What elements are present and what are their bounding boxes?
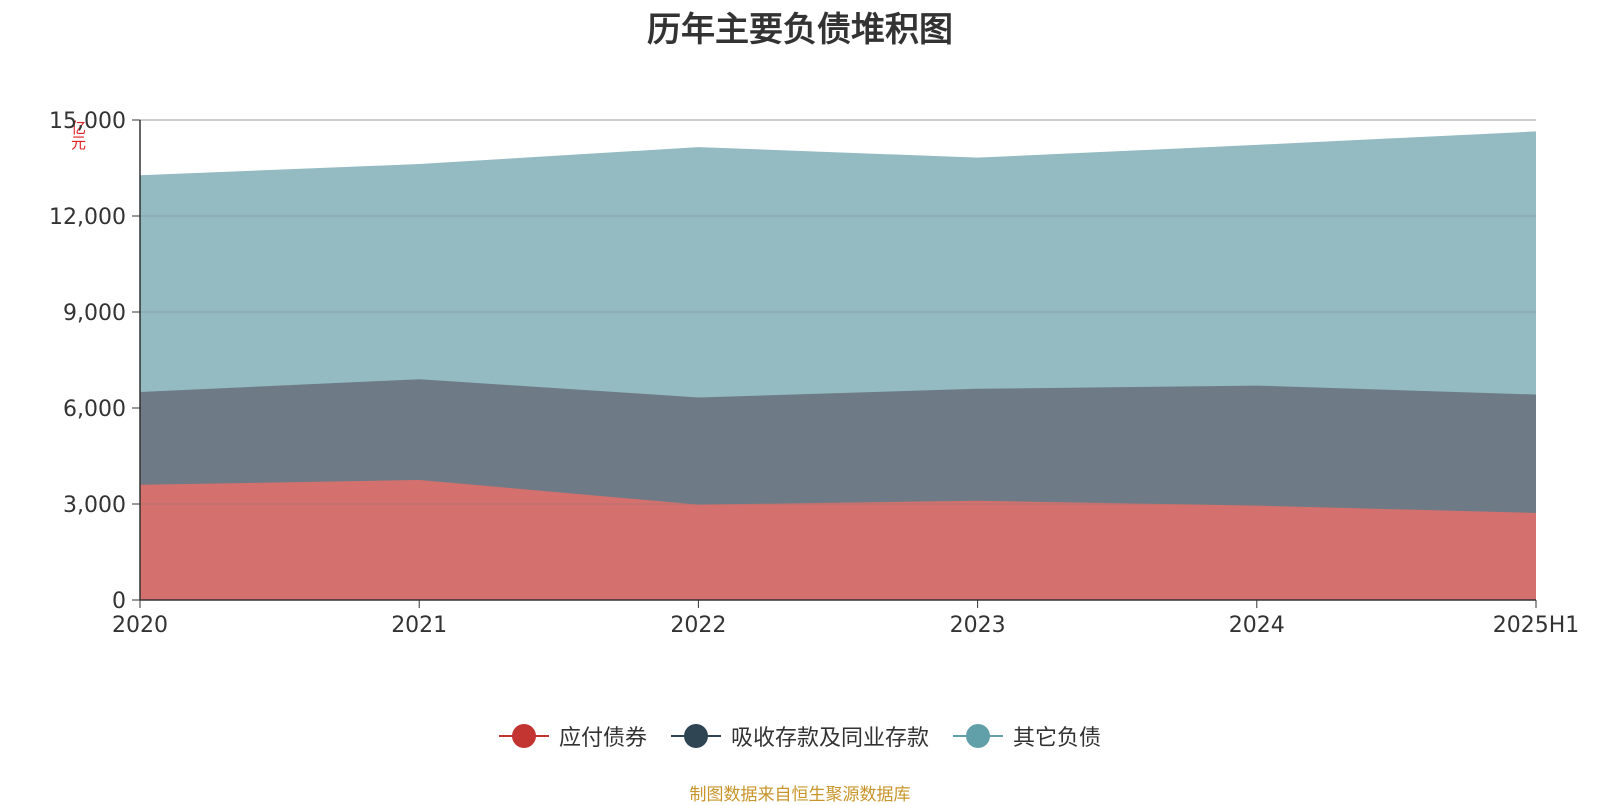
x-tick-label-3: 2023 xyxy=(950,613,1006,638)
y-tick-label-4: 12,000 xyxy=(49,205,126,230)
legend-label-bonds: 应付债券 xyxy=(558,726,647,751)
legend-marker-other xyxy=(953,723,1003,749)
chart-legend: 应付债券 吸收存款及同业存款 其它负债 xyxy=(0,720,1600,752)
legend-label-deposits: 吸收存款及同业存款 xyxy=(730,726,929,751)
legend-item-other[interactable]: 其它负债 xyxy=(953,720,1101,752)
y-axis-unit-label: 亿元 xyxy=(69,120,87,150)
area-series-0 xyxy=(140,480,1536,600)
y-tick-label-1: 3,000 xyxy=(63,493,126,518)
x-tick-label-0: 2020 xyxy=(112,613,168,638)
area-series-2 xyxy=(140,132,1536,398)
legend-marker-deposits xyxy=(670,723,721,749)
x-tick-label-4: 2024 xyxy=(1229,613,1285,638)
legend-item-deposits[interactable]: 吸收存款及同业存款 xyxy=(670,720,929,752)
area-series-1 xyxy=(140,379,1536,513)
chart-title: 历年主要负债堆积图 xyxy=(647,10,953,50)
x-tick-label-1: 2021 xyxy=(391,613,447,638)
area-edge-series-2 xyxy=(139,131,1537,177)
y-tick-label-5: 15,000 xyxy=(49,109,126,134)
data-source-note: 制图数据来自恒生聚源数据库 xyxy=(689,785,911,805)
x-tick-label-5: 2025H1 xyxy=(1493,613,1580,638)
legend-label-other: 其它负债 xyxy=(1013,726,1102,751)
y-tick-label-2: 6,000 xyxy=(63,397,126,422)
legend-item-bonds[interactable]: 应付债券 xyxy=(498,720,647,752)
y-tick-label-0: 0 xyxy=(112,589,126,614)
x-tick-label-2: 2022 xyxy=(670,613,726,638)
y-tick-label-3: 9,000 xyxy=(63,301,126,326)
legend-marker-bonds xyxy=(498,723,549,749)
